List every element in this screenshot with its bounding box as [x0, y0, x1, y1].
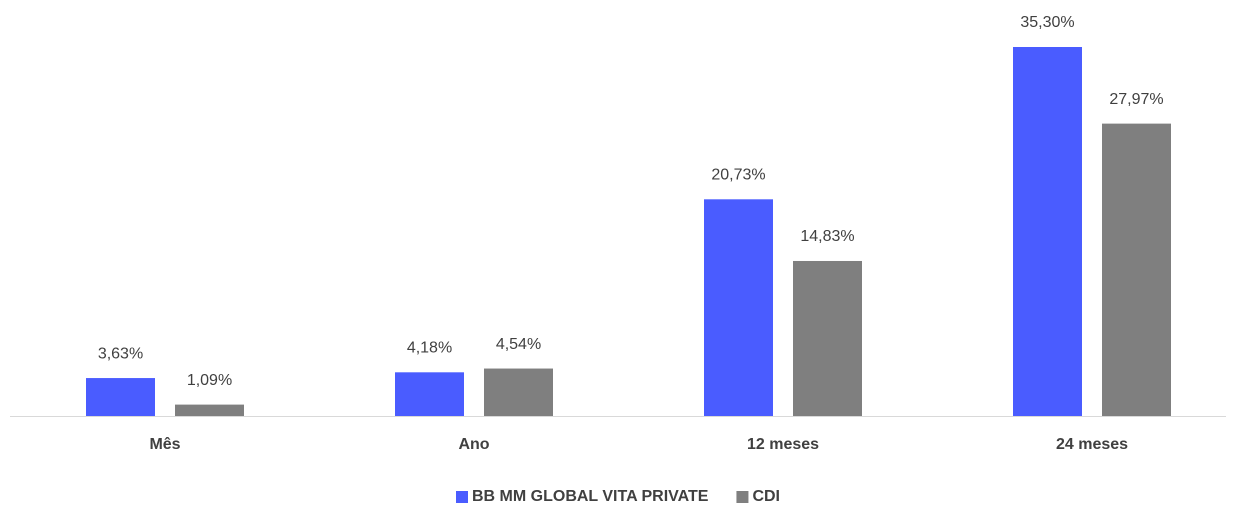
legend-label: BB MM GLOBAL VITA PRIVATE	[472, 488, 709, 505]
legend-swatch	[456, 491, 468, 503]
data-label: 4,54%	[496, 336, 541, 353]
data-label: 14,83%	[800, 228, 854, 245]
bar	[484, 368, 553, 416]
x-tick-label: Ano	[458, 436, 489, 453]
bar	[395, 372, 464, 416]
bar	[1102, 123, 1171, 417]
data-label: 1,09%	[187, 372, 232, 389]
bar	[1013, 47, 1082, 416]
data-label: 27,97%	[1109, 91, 1163, 108]
data-label: 35,30%	[1020, 14, 1074, 31]
data-label: 4,18%	[407, 340, 452, 357]
x-tick-label: Mês	[149, 436, 180, 453]
bar	[86, 378, 155, 416]
data-label: 3,63%	[98, 345, 143, 362]
legend-swatch	[736, 491, 749, 503]
x-tick-label: 24 meses	[1056, 436, 1128, 453]
bar	[704, 199, 773, 416]
bar	[793, 260, 862, 416]
legend-label: CDI	[752, 488, 780, 505]
bar	[175, 404, 244, 416]
data-label: 20,73%	[711, 167, 765, 184]
x-tick-label: 12 meses	[747, 436, 819, 453]
